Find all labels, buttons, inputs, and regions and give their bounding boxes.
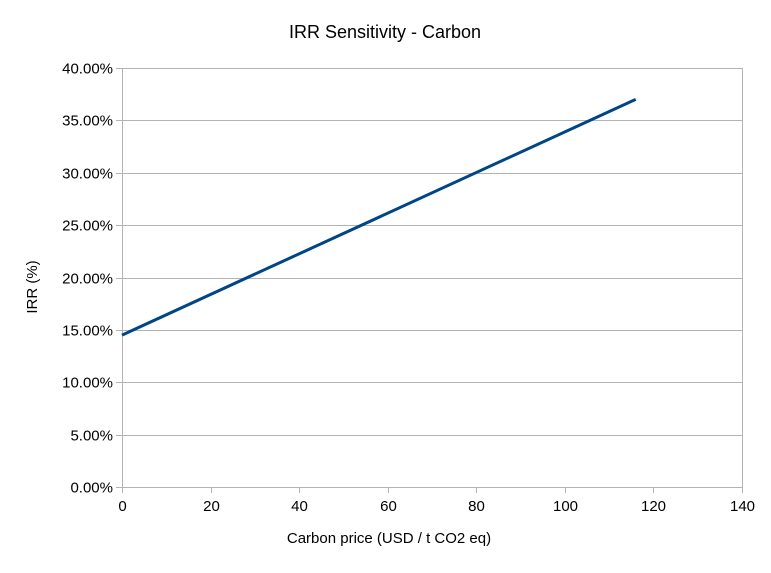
x-tick-label: 0	[118, 498, 126, 515]
y-tick-label: 10.00%	[62, 375, 113, 392]
y-tick-label: 20.00%	[62, 271, 113, 288]
chart-title: IRR Sensitivity - Carbon	[289, 22, 481, 42]
y-tick-label: 15.00%	[62, 323, 113, 340]
x-tick-label: 100	[553, 498, 578, 515]
y-tick-label: 0.00%	[70, 480, 113, 497]
series-line	[121, 98, 637, 337]
y-tick-label: 25.00%	[62, 218, 113, 235]
tick-labels: 0.00% 5.00% 10.00% 15.00% 20.00% 25.00% 30.00%…	[62, 61, 755, 516]
axes	[116, 68, 743, 493]
y-tick-label: 30.00%	[62, 166, 113, 183]
x-tick-label: 20	[203, 498, 220, 515]
y-tick-label: 35.00%	[62, 113, 113, 130]
x-axis-title: Carbon price (USD / t CO2 eq)	[287, 530, 491, 547]
y-tick-label: 40.00%	[62, 61, 113, 78]
x-tick-label: 60	[380, 498, 397, 515]
x-tick-label: 120	[641, 498, 666, 515]
x-tick-label: 80	[468, 498, 485, 515]
x-tick-label: 40	[291, 498, 308, 515]
y-tick-label: 5.00%	[70, 428, 113, 445]
y-axis-title: IRR (%)	[24, 260, 41, 313]
series-layer	[121, 98, 637, 337]
x-tick-label: 140	[730, 498, 755, 515]
gridlines	[122, 68, 742, 436]
